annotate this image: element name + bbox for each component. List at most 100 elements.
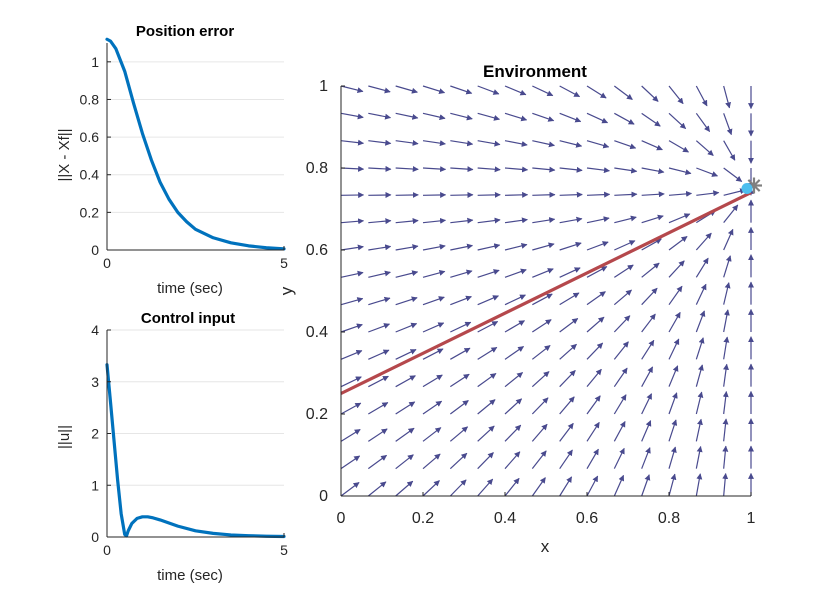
field-arrow <box>395 349 417 360</box>
control-input-line <box>105 363 286 539</box>
field-arrow <box>641 262 660 278</box>
field-arrow <box>477 269 500 278</box>
field-arrow <box>641 112 661 127</box>
field-arrow <box>368 296 391 306</box>
field-arrow <box>422 322 445 333</box>
field-arrow <box>504 191 529 198</box>
field-arrow <box>368 270 391 278</box>
field-arrow <box>340 112 364 120</box>
field-arrow <box>613 447 625 469</box>
start-point-marker <box>741 183 753 194</box>
field-arrow <box>450 373 470 388</box>
control-input-ytick-label: 2 <box>91 426 99 442</box>
field-arrow <box>586 140 610 149</box>
field-arrow <box>340 481 360 497</box>
control-input-ylabel: ||u|| <box>56 425 73 449</box>
field-arrow <box>641 238 662 251</box>
field-arrow <box>559 85 581 98</box>
field-arrow <box>586 368 602 388</box>
field-arrow <box>422 400 443 415</box>
vector-field <box>340 85 754 497</box>
field-arrow <box>559 370 576 388</box>
field-arrow <box>395 218 419 225</box>
environment-ytick-label: 0.6 <box>306 242 328 259</box>
field-arrow <box>668 235 688 251</box>
environment-title: Environment <box>483 62 587 81</box>
environment-ytick-label: 0.4 <box>306 324 328 341</box>
field-arrow <box>559 343 577 360</box>
field-arrow <box>723 204 739 224</box>
position-error-ytick-label: 1 <box>91 54 99 70</box>
field-arrow <box>586 191 611 198</box>
field-arrow <box>723 282 731 305</box>
field-arrow <box>532 293 553 306</box>
field-arrow <box>695 418 703 442</box>
field-arrow <box>395 296 418 306</box>
field-arrow <box>340 402 362 415</box>
control-input-ytick-label: 0 <box>91 529 99 545</box>
position-error-xlabel: time (sec) <box>157 280 223 297</box>
control-input-series <box>105 363 286 539</box>
field-arrow <box>340 455 361 470</box>
field-arrow <box>340 270 364 278</box>
field-arrow <box>559 191 583 198</box>
field-arrow <box>668 446 677 469</box>
field-arrow <box>559 476 573 497</box>
field-arrow <box>422 269 446 278</box>
field-arrow <box>695 310 706 333</box>
control-input-title: Control input <box>141 310 235 327</box>
field-arrow <box>532 268 554 278</box>
field-arrow <box>559 449 573 470</box>
field-arrow <box>504 477 520 497</box>
field-arrow <box>614 167 638 174</box>
field-arrow <box>723 255 732 278</box>
field-arrow <box>422 140 446 147</box>
control-input-ticks: 0 1 2 3 4 0 5 <box>91 322 288 558</box>
environment-ylabel: y <box>277 286 296 295</box>
field-arrow <box>586 475 599 497</box>
field-arrow <box>532 166 556 173</box>
field-arrow <box>695 85 708 107</box>
field-arrow <box>504 424 522 442</box>
field-arrow <box>449 426 469 442</box>
field-arrow <box>641 167 665 175</box>
field-arrow <box>641 420 652 442</box>
environment-axes <box>340 86 751 497</box>
field-arrow <box>450 140 474 147</box>
position-error-ylabel: ||X - Xf|| <box>56 128 73 181</box>
field-arrow <box>723 363 729 387</box>
field-arrow <box>477 85 500 95</box>
field-arrow <box>722 391 729 415</box>
field-arrow <box>532 217 556 224</box>
field-arrow <box>695 112 711 133</box>
field-arrow <box>368 428 388 442</box>
field-arrow <box>450 191 474 198</box>
field-arrow <box>504 345 525 360</box>
field-arrow <box>722 445 729 469</box>
field-arrow <box>422 243 446 251</box>
field-arrow <box>722 472 729 497</box>
field-arrow <box>668 392 678 415</box>
field-arrow <box>695 445 703 469</box>
position-error-title: Position error <box>136 23 235 40</box>
control-input-ytick-label: 1 <box>91 477 99 493</box>
field-arrow <box>340 244 364 251</box>
field-arrow <box>422 453 441 470</box>
field-arrow <box>450 243 474 251</box>
field-arrow <box>477 425 495 442</box>
field-arrow <box>641 313 656 333</box>
field-arrow <box>668 167 692 176</box>
environment-ytick-label: 1 <box>319 78 328 95</box>
field-arrow <box>422 374 443 388</box>
field-arrow <box>668 365 679 387</box>
field-arrow <box>532 191 556 198</box>
field-arrow <box>668 190 693 197</box>
environment-ytick-label: 0.8 <box>306 160 328 177</box>
field-arrow <box>531 450 547 470</box>
field-arrow <box>504 372 524 388</box>
field-arrow <box>395 165 419 172</box>
environment-ytick-label: 0 <box>319 488 328 505</box>
field-arrow <box>668 338 680 360</box>
field-arrow <box>641 287 658 306</box>
field-arrow <box>340 349 363 360</box>
